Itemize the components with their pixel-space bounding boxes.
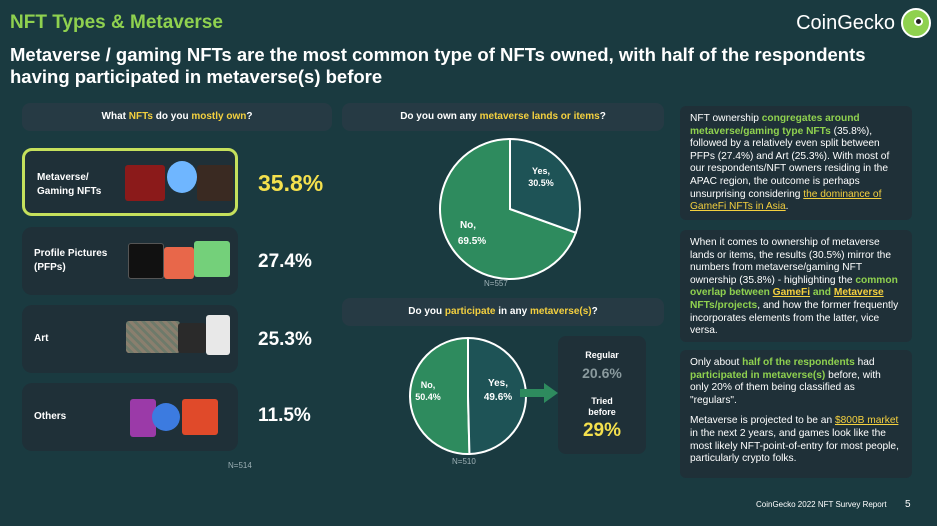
note-nft-ownership: NFT ownership congregates around metaver… xyxy=(680,106,912,220)
nft-thumbnail xyxy=(197,165,233,201)
sample-size: N=514 xyxy=(228,461,252,470)
page-number: 5 xyxy=(905,499,911,510)
value-label: 35.8% xyxy=(258,170,324,196)
row-pfps: Profile Pictures (PFPs) xyxy=(22,227,238,295)
tried-value: 29% xyxy=(582,420,622,441)
value-label: 25.3% xyxy=(258,329,312,350)
row-label: Others xyxy=(34,411,67,422)
sample-size: N=557 xyxy=(484,279,508,288)
nft-thumbnail xyxy=(152,403,180,431)
tried-label-2: before xyxy=(588,407,616,417)
gamefi-dominance-link[interactable]: the dominance of GameFi NFTs in Asia xyxy=(690,188,882,213)
nft-thumbnail xyxy=(128,243,164,279)
nft-thumbnail xyxy=(126,321,180,353)
q2-header: Do you own any metaverse lands or items? xyxy=(342,103,664,131)
pie-slice-yes xyxy=(509,137,581,234)
slice-label: No, xyxy=(421,380,436,390)
slice-label: Yes, xyxy=(532,166,550,176)
slice-label: Yes, xyxy=(488,378,508,389)
pie-chart-metaverse-ownership: Yes, 30.5% No, 69.5% xyxy=(439,137,581,280)
arrow-right-icon xyxy=(520,383,558,403)
row-label: Metaverse/ Gaming NFTs xyxy=(37,172,102,197)
slice-value: 69.5% xyxy=(458,236,486,247)
footer-text: CoinGecko 2022 NFT Survey Report xyxy=(756,500,887,509)
slice-value: 30.5% xyxy=(528,178,554,188)
row-metaverse-gaming: Metaverse/ Gaming NFTs xyxy=(22,148,238,216)
pie-slice-no xyxy=(439,137,578,280)
nft-thumbnail xyxy=(167,161,197,193)
metaverse-link[interactable]: Metaverse xyxy=(833,287,884,299)
row-art: Art xyxy=(22,305,238,373)
sample-size: N=510 xyxy=(452,457,476,466)
nft-thumbnail xyxy=(182,399,218,435)
coingecko-logo-icon xyxy=(901,8,931,38)
participation-breakdown-box: Regular 20.6% Tried before 29% xyxy=(558,336,646,454)
section-title: NFT Types & Metaverse xyxy=(10,12,223,33)
nft-thumbnail xyxy=(178,323,206,353)
q3-header: Do you participate in any metaverse(s)? xyxy=(342,298,664,326)
pie-slice-no xyxy=(409,336,471,455)
slice-label: No, xyxy=(460,220,476,231)
note-metaverse-participation: Only about half of the respondents had p… xyxy=(680,350,912,478)
tried-label-1: Tried xyxy=(591,396,613,406)
brand-name: CoinGecko xyxy=(796,12,895,34)
nft-thumbnail xyxy=(164,247,194,279)
page-headline: Metaverse / gaming NFTs are the most com… xyxy=(10,44,866,87)
slice-value: 50.4% xyxy=(415,392,441,402)
gamefi-link[interactable]: GameFi xyxy=(772,287,811,299)
slice-value: 49.6% xyxy=(484,392,512,403)
row-others: Others xyxy=(22,383,238,451)
nft-thumbnail xyxy=(206,315,230,355)
nft-thumbnail xyxy=(130,399,156,437)
regular-label: Regular xyxy=(585,350,619,360)
regular-value: 20.6% xyxy=(582,365,622,381)
row-label: Art xyxy=(34,333,49,344)
q1-header: What NFTs do you mostly own? xyxy=(22,103,332,131)
nft-thumbnail xyxy=(125,165,165,201)
market-projection-link[interactable]: $800B market xyxy=(834,415,899,427)
note-metaverse-ownership: When it comes to ownership of metaverse … xyxy=(680,230,912,342)
value-label: 11.5% xyxy=(258,405,311,426)
value-label: 27.4% xyxy=(258,251,312,272)
nft-thumbnail xyxy=(194,241,230,277)
row-label: Profile Pictures (PFPs) xyxy=(34,248,108,273)
